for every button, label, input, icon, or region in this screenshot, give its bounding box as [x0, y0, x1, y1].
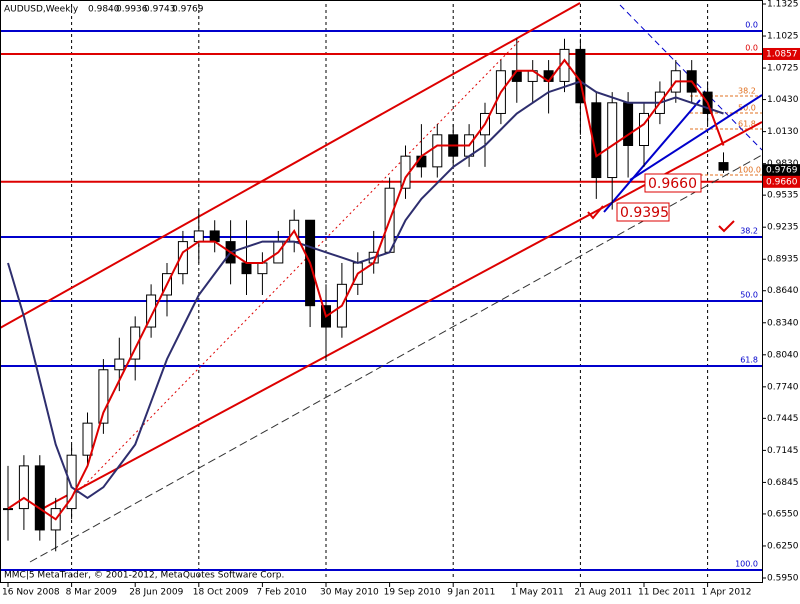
- candle-body: [607, 102, 618, 179]
- title-value: 0.9769: [172, 5, 204, 15]
- candle-body: [146, 294, 157, 328]
- x-tick-label: 1 May 2011: [511, 588, 564, 598]
- y-tick-label: 0.6250: [767, 541, 799, 551]
- title-value: 0.9743: [144, 5, 176, 15]
- y-tick-label: 1.0130: [767, 127, 799, 137]
- title-value: 0.9840: [88, 5, 120, 15]
- y-tick-label: 0.9235: [767, 223, 799, 233]
- x-tick-label: 11 Dec 2011: [638, 588, 696, 598]
- candle-body: [114, 358, 125, 371]
- fib-label: 100.0: [738, 165, 761, 174]
- x-tick-label: 7 Feb 2010: [256, 588, 307, 598]
- price-box-label: 1.0857: [766, 49, 798, 59]
- y-tick-label: 0.7445: [767, 414, 799, 424]
- y-tick-label: 0.8040: [767, 350, 799, 360]
- x-tick-label: 30 May 2010: [320, 588, 379, 598]
- y-tick-label: 0.9535: [767, 191, 799, 201]
- x-tick-label: 8 Mar 2009: [66, 588, 118, 598]
- ma-layer: [7, 58, 725, 521]
- candle-body: [18, 465, 29, 510]
- fib-label: 61.8: [738, 119, 756, 128]
- candle-body: [66, 454, 77, 510]
- candle-body: [623, 102, 634, 146]
- x-tick-label: 28 Jun 2009: [129, 588, 183, 598]
- title-value: 0.9936: [116, 5, 148, 15]
- check-mark: [587, 205, 604, 220]
- candle-body: [34, 465, 45, 531]
- x-tick-label: 1 Apr 2012: [702, 588, 752, 598]
- level-layer: 0.0 0.0 38.2 50.0 61.8 100.0 38.2 50.0 61.8 100.0: [0, 21, 762, 571]
- candle-body: [177, 241, 188, 275]
- level-label: 0.0: [745, 21, 758, 30]
- candle-body: [718, 162, 729, 171]
- y-tick-label: 1.1025: [767, 32, 799, 42]
- x-tick-label: 18 Oct 2009: [193, 588, 249, 598]
- y-tick-label: 0.6845: [767, 478, 799, 488]
- annotation: 0.9660: [648, 176, 697, 192]
- y-tick-label: 0.7145: [767, 446, 799, 456]
- ma-line: [7, 58, 725, 521]
- y-tick-label: 1.1325: [767, 0, 799, 10]
- annotation-box: [616, 202, 670, 222]
- price-box: [763, 164, 800, 177]
- trend-blue-2: [629, 94, 763, 181]
- chart-title: AUDUSD,Weekly: [4, 5, 79, 15]
- annotation: 0.9395: [620, 205, 669, 221]
- y-tick-label: 0.8340: [767, 318, 799, 328]
- level-label: 0.0: [745, 43, 758, 52]
- candle-body: [241, 262, 252, 275]
- trend-dotted: [69, 39, 521, 501]
- candle-body: [639, 112, 649, 146]
- candle-body: [82, 422, 93, 456]
- x-tick-label: 9 Jan 2011: [447, 588, 495, 598]
- price-box-label: 0.9769: [766, 166, 798, 176]
- y-tick-label: 0.8935: [767, 255, 799, 265]
- x-tick-label: 16 Nov 2008: [2, 588, 60, 598]
- y-tick-label: 0.5950: [767, 574, 799, 584]
- candle-body: [98, 369, 109, 424]
- level-label: 50.0: [740, 290, 758, 299]
- x-tick-label: 19 Sep 2010: [384, 588, 441, 598]
- price-box: [763, 175, 800, 188]
- plot-frame: [0, 0, 763, 583]
- candle-body: [130, 326, 141, 360]
- footer: MMC|5 MetaTrader, © 2001-2012, MetaQuote…: [4, 571, 284, 581]
- y-tick-label: 0.6550: [767, 509, 799, 519]
- candle-body: [209, 230, 220, 243]
- level-label: 61.8: [740, 356, 758, 365]
- check-mark: [718, 220, 735, 233]
- annotation-box: [644, 173, 702, 193]
- y-tick-label: 1.0725: [767, 64, 799, 74]
- price-box-label: 0.9660: [766, 177, 798, 187]
- level-label: 38.2: [740, 227, 758, 236]
- candle-body: [193, 230, 204, 243]
- candle-body: [591, 102, 602, 179]
- x-tick-label: 21 Aug 2011: [574, 588, 632, 598]
- trend-blue: [603, 99, 701, 213]
- y-tick-label: 0.9830: [767, 159, 799, 169]
- channel-lower: [39, 121, 763, 511]
- channel-upper: [0, 2, 581, 329]
- fib-label: 50.0: [738, 104, 756, 113]
- price-box: [763, 47, 800, 60]
- y-tick-label: 1.0430: [767, 95, 799, 105]
- y-tick-label: 0.7740: [767, 382, 799, 392]
- y-tick-label: 0.8640: [767, 286, 799, 296]
- candle-body: [3, 508, 13, 511]
- candle-body: [257, 262, 268, 275]
- level-label: 100.0: [735, 559, 758, 568]
- fib-label: 38.2: [738, 86, 756, 95]
- candle-body: [432, 134, 443, 168]
- trend-dashed: [29, 154, 763, 563]
- ma-line: [7, 80, 724, 500]
